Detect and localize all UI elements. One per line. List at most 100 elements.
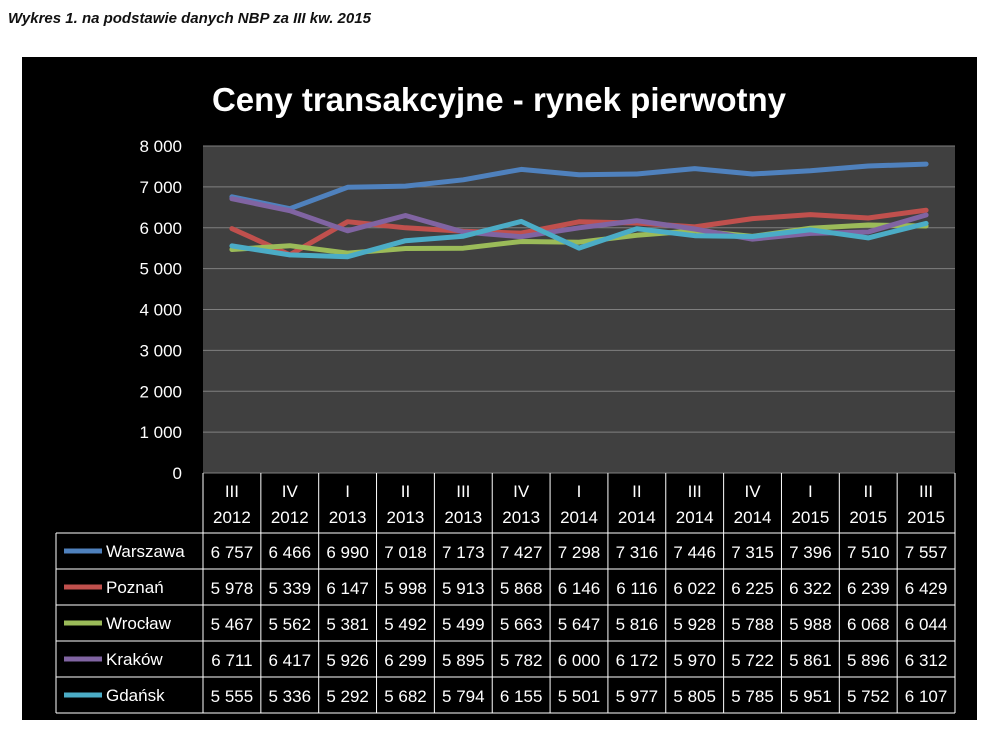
x-tick-label: 2013	[502, 508, 540, 527]
data-label: 6 466	[268, 543, 311, 562]
data-label: 5 785	[731, 687, 774, 706]
data-label: 6 417	[268, 651, 311, 670]
data-label: 7 427	[500, 543, 543, 562]
series-line	[229, 218, 929, 260]
y-tick-label: 6 000	[139, 219, 182, 238]
data-label: 5 928	[673, 615, 716, 634]
y-tick-label: 5 000	[139, 260, 182, 279]
data-label: 6 990	[326, 543, 369, 562]
x-tick-label: 2013	[329, 508, 367, 527]
y-tick-label: 7 000	[139, 178, 182, 197]
data-label: 5 381	[326, 615, 369, 634]
data-label: 6 299	[384, 651, 427, 670]
y-tick-label: 2 000	[139, 382, 182, 401]
y-tick-label: 0	[173, 464, 182, 483]
figure-caption: Wykres 1. na podstawie danych NBP za III…	[8, 10, 371, 27]
data-label: 6 312	[905, 651, 948, 670]
data-label: 6 172	[616, 651, 659, 670]
legend-label: Warszawa	[106, 542, 185, 561]
x-tick-label: I	[577, 482, 582, 501]
chart-container: Ceny transakcyjne - rynek pierwotny 0 1 0…	[22, 57, 977, 720]
x-tick-label: 2015	[849, 508, 887, 527]
data-label: 5 782	[500, 651, 543, 670]
data-label: 7 446	[673, 543, 716, 562]
data-label: 5 336	[268, 687, 311, 706]
x-tick-label: 2014	[618, 508, 656, 527]
series-line	[229, 196, 929, 242]
data-label: 6 239	[847, 579, 890, 598]
x-tick-label: III	[688, 482, 702, 501]
x-tick-label: IV	[745, 482, 762, 501]
x-tick-label: III	[919, 482, 933, 501]
data-label: 5 913	[442, 579, 485, 598]
x-tick-label: 2015	[907, 508, 945, 527]
legend-label: Kraków	[106, 650, 163, 669]
x-tick-label: 2014	[676, 508, 714, 527]
data-label: 7 298	[558, 543, 601, 562]
data-label: 5 978	[211, 579, 254, 598]
data-label: 6 068	[847, 615, 890, 634]
data-label: 5 861	[789, 651, 832, 670]
data-label: 6 711	[211, 651, 252, 670]
x-tick-label: 2013	[387, 508, 425, 527]
y-tick-label: 1 000	[139, 423, 182, 442]
x-tick-label: 2014	[560, 508, 598, 527]
x-tick-label: 2012	[271, 508, 309, 527]
legend-label: Poznań	[106, 578, 164, 597]
data-label: 6 146	[558, 579, 601, 598]
data-label: 5 663	[500, 615, 543, 634]
x-tick-label: 2013	[444, 508, 482, 527]
data-label: 5 501	[558, 687, 601, 706]
data-label: 6 044	[905, 615, 948, 634]
data-label: 7 018	[384, 543, 427, 562]
x-tick-label: I	[808, 482, 813, 501]
data-label: 5 977	[616, 687, 659, 706]
data-label: 5 805	[673, 687, 716, 706]
series-line	[229, 161, 929, 212]
data-label: 5 998	[384, 579, 427, 598]
data-label: 5 970	[673, 651, 716, 670]
data-label: 5 988	[789, 615, 832, 634]
x-tick-label: II	[401, 482, 410, 501]
data-label: 5 951	[789, 687, 832, 706]
x-tick-label: I	[345, 482, 350, 501]
series-line	[229, 207, 929, 258]
data-label: 7 173	[442, 543, 485, 562]
data-label: 5 868	[500, 579, 543, 598]
data-label: 6 147	[326, 579, 369, 598]
data-label: 7 315	[731, 543, 774, 562]
data-label: 7 557	[905, 543, 948, 562]
chart-title: Ceny transakcyjne - rynek pierwotny	[212, 81, 787, 118]
data-label: 5 926	[326, 651, 369, 670]
data-label: 5 682	[384, 687, 427, 706]
data-label: 5 647	[558, 615, 601, 634]
data-label: 6 116	[616, 579, 657, 598]
data-label: 5 562	[268, 615, 311, 634]
data-label: 6 225	[731, 579, 774, 598]
data-label: 5 555	[211, 687, 254, 706]
data-label: 5 339	[268, 579, 311, 598]
x-tick-label: IV	[513, 482, 530, 501]
legend-label: Gdańsk	[106, 686, 165, 705]
data-label: 5 896	[847, 651, 890, 670]
data-label: 6 107	[905, 687, 948, 706]
y-tick-label: 4 000	[139, 301, 182, 320]
data-label: 7 316	[616, 543, 659, 562]
data-label: 5 467	[211, 615, 254, 634]
data-label: 5 499	[442, 615, 485, 634]
data-label: 5 292	[326, 687, 369, 706]
data-label: 5 788	[731, 615, 774, 634]
data-label: 6 757	[211, 543, 254, 562]
data-label: 7 396	[789, 543, 832, 562]
data-label: 5 722	[731, 651, 774, 670]
line-chart: Ceny transakcyjne - rynek pierwotny 0 1 0…	[55, 81, 956, 714]
data-label: 5 895	[442, 651, 485, 670]
data-label: 5 794	[442, 687, 485, 706]
x-tick-label: III	[225, 482, 239, 501]
x-tick-label: IV	[282, 482, 299, 501]
data-label: 6 000	[558, 651, 601, 670]
data-label: 6 155	[500, 687, 543, 706]
legend-label: Wrocław	[106, 614, 172, 633]
data-label: 6 429	[905, 579, 948, 598]
x-tick-label: 2014	[734, 508, 772, 527]
